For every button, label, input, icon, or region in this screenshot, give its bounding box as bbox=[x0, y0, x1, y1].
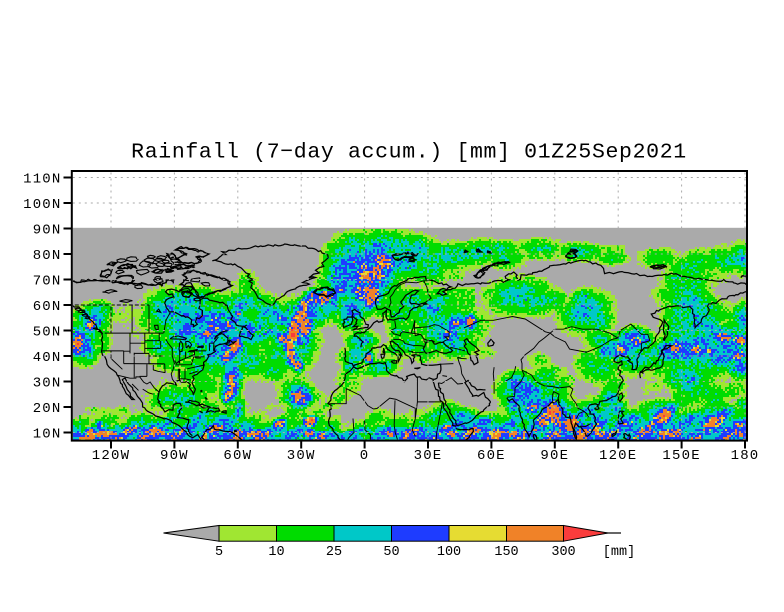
svg-text:100: 100 bbox=[437, 545, 461, 560]
svg-text:40N: 40N bbox=[33, 350, 62, 366]
svg-text:50: 50 bbox=[383, 545, 399, 560]
svg-text:120W: 120W bbox=[92, 448, 130, 464]
svg-text:110N: 110N bbox=[23, 172, 61, 188]
svg-text:50N: 50N bbox=[33, 325, 62, 341]
svg-text:20N: 20N bbox=[33, 401, 62, 417]
svg-text:30N: 30N bbox=[33, 376, 62, 392]
svg-text:300: 300 bbox=[551, 545, 575, 560]
svg-text:60N: 60N bbox=[33, 299, 62, 315]
svg-text:90W: 90W bbox=[160, 448, 189, 464]
svg-text:120E: 120E bbox=[599, 448, 637, 464]
svg-text:70N: 70N bbox=[33, 274, 62, 290]
svg-text:0: 0 bbox=[360, 448, 370, 464]
svg-text:60W: 60W bbox=[223, 448, 252, 464]
svg-text:10N: 10N bbox=[33, 427, 62, 443]
svg-text:25: 25 bbox=[326, 545, 342, 560]
svg-text:180: 180 bbox=[731, 448, 760, 464]
svg-text:5: 5 bbox=[215, 545, 223, 560]
svg-text:90N: 90N bbox=[33, 223, 62, 239]
svg-text:150: 150 bbox=[494, 545, 518, 560]
svg-text:90E: 90E bbox=[540, 448, 569, 464]
svg-text:80N: 80N bbox=[33, 248, 62, 264]
svg-text:Rainfall (7−day accum.) [mm] 0: Rainfall (7−day accum.) [mm] 01Z25Sep202… bbox=[131, 141, 687, 165]
svg-text:150E: 150E bbox=[662, 448, 700, 464]
svg-text:100N: 100N bbox=[23, 197, 61, 213]
svg-text:30E: 30E bbox=[414, 448, 443, 464]
svg-text:10: 10 bbox=[268, 545, 284, 560]
svg-text:[mm]: [mm] bbox=[603, 545, 635, 560]
svg-text:30W: 30W bbox=[287, 448, 316, 464]
svg-text:60E: 60E bbox=[477, 448, 506, 464]
